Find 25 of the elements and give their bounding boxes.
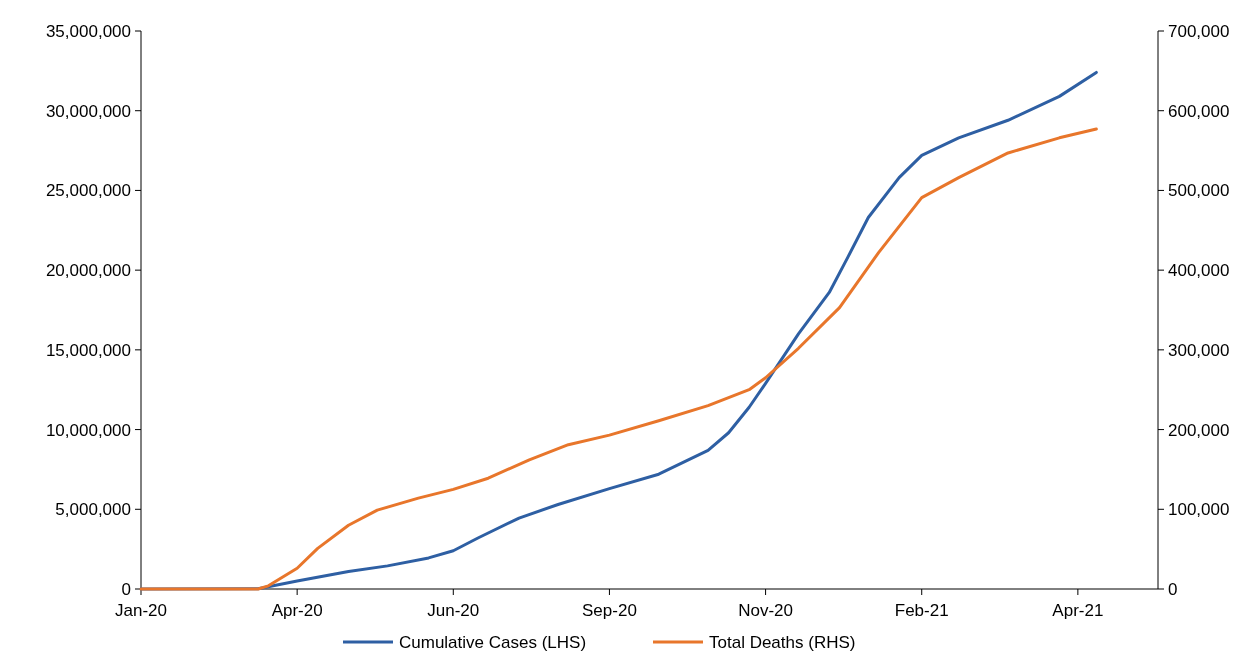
y2-tick-label: 700,000 (1168, 22, 1230, 41)
y-tick-label: 35,000,000 (45, 22, 131, 41)
x-tick-label: Sep-20 (582, 601, 637, 620)
x-tick-label: Apr-20 (271, 601, 323, 620)
x-tick-label: Apr-21 (1052, 601, 1104, 620)
x-tick-label: Feb-21 (894, 601, 949, 620)
y-tick-label: 30,000,000 (45, 101, 131, 121)
y2-tick-label: 300,000 (1168, 340, 1230, 360)
legend-label: Cumulative Cases (LHS) (399, 633, 587, 652)
legend-label: Total Deaths (RHS) (709, 633, 856, 652)
y2-tick-label: 200,000 (1168, 420, 1230, 440)
y2-tick-label: 500,000 (1168, 181, 1230, 201)
x-tick-label: Jun-20 (427, 601, 480, 620)
y2-tick-label: 400,000 (1168, 261, 1230, 281)
y-tick-label: 10,000,000 (45, 420, 131, 440)
y2-tick-label: 600,000 (1168, 101, 1230, 121)
y2-tick-label: 100,000 (1168, 500, 1230, 520)
y-tick-label: 25,000,000 (45, 181, 131, 201)
x-tick-label: Jan-20 (115, 601, 167, 620)
y-tick-label: 15,000,000 (45, 340, 131, 360)
y-tick-label: 20,000,000 (45, 261, 131, 281)
x-tick-label: Nov-20 (738, 601, 793, 620)
y-tick-label: 5,000,000 (55, 500, 131, 520)
y-tick-label: 0 (121, 580, 131, 599)
y2-tick-label: 0 (1168, 580, 1178, 599)
